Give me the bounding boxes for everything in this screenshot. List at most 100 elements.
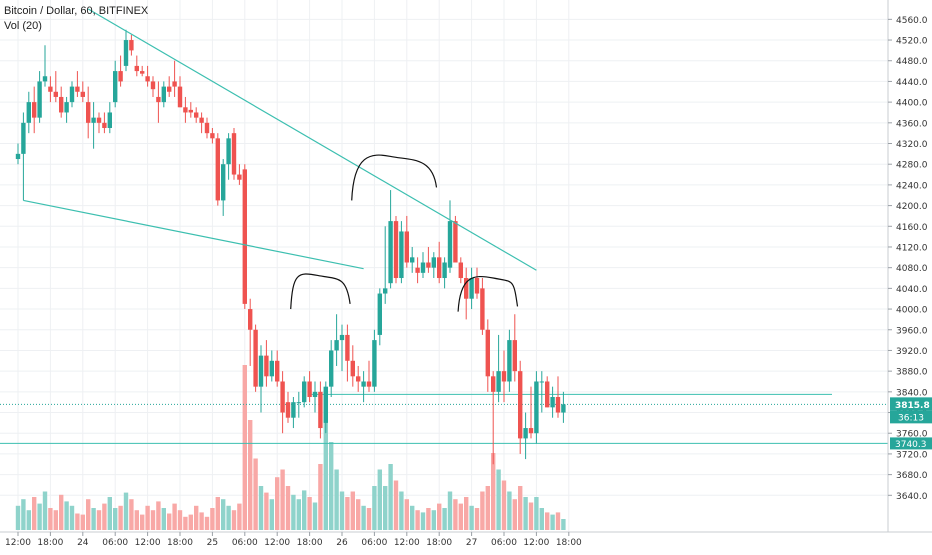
level-price-tag xyxy=(890,437,932,450)
candle xyxy=(172,60,177,97)
candle-body xyxy=(318,391,323,429)
price-tick-label: 3680.0 xyxy=(896,471,928,481)
candle xyxy=(15,143,21,165)
candle xyxy=(431,252,436,279)
volume-bar xyxy=(329,442,334,530)
candle xyxy=(42,45,48,87)
volume-bar xyxy=(102,503,107,530)
volume-bar xyxy=(404,499,409,530)
volume-bar xyxy=(37,503,42,530)
trendline-upper xyxy=(87,8,537,271)
candle-body xyxy=(26,102,31,123)
volume-bar xyxy=(393,480,399,530)
candle-body xyxy=(372,340,377,387)
candle xyxy=(442,257,447,289)
candle xyxy=(118,55,123,87)
legend: Bitcoin / Dollar, 60, BITFINEX Vol (20) xyxy=(4,4,148,34)
price-tick-label: 3880.0 xyxy=(896,368,928,378)
volume-indicator-label[interactable]: Vol (20) xyxy=(4,20,42,32)
volume-bar xyxy=(199,512,204,530)
candle xyxy=(167,76,172,97)
candle xyxy=(480,278,485,335)
candle xyxy=(329,340,334,398)
candle xyxy=(501,350,507,403)
volume-bar xyxy=(507,491,512,530)
candle-body xyxy=(172,81,177,87)
candle xyxy=(296,391,301,418)
candle xyxy=(210,127,215,144)
candle-body xyxy=(350,360,355,377)
volume-bar xyxy=(177,510,183,530)
candle xyxy=(275,350,280,387)
countdown-tag xyxy=(890,410,932,424)
candle-body xyxy=(107,112,112,128)
candle-body xyxy=(248,309,253,330)
time-axis-bg xyxy=(0,532,932,550)
volume-bar xyxy=(96,510,102,530)
volume-bar xyxy=(523,497,528,530)
volume-bar xyxy=(550,514,555,530)
volume-bar xyxy=(431,510,436,530)
symbol-title[interactable]: Bitcoin / Dollar, 60, BITFINEX xyxy=(4,5,149,17)
volume-bar xyxy=(258,486,264,530)
candle xyxy=(437,241,442,284)
volume-bar xyxy=(388,464,393,530)
candle-body xyxy=(264,355,269,377)
volume-bar xyxy=(312,502,318,530)
candle-body xyxy=(329,350,334,387)
candle-body xyxy=(48,86,53,92)
candle-body xyxy=(555,397,561,413)
time-axis[interactable]: 12:00 18:00 24 06:00 12:00 18:00 25 06:00 12:00 1… xyxy=(0,531,932,550)
candle-body xyxy=(156,96,161,103)
candle xyxy=(523,412,528,460)
time-tick-label: 18:00 xyxy=(37,538,63,548)
candle-body xyxy=(226,138,231,165)
candle-body xyxy=(377,293,382,335)
candle xyxy=(388,190,393,289)
volume-bar xyxy=(464,497,469,530)
candle-body xyxy=(64,102,69,113)
candle xyxy=(253,324,258,392)
candle xyxy=(420,252,426,279)
volume-bar xyxy=(480,491,485,530)
candle-body xyxy=(393,221,399,279)
candle-body xyxy=(334,340,339,351)
candle xyxy=(507,329,512,392)
candle xyxy=(410,246,415,273)
volume-bar xyxy=(226,505,231,530)
volume-bar xyxy=(410,505,415,530)
candle-body xyxy=(339,334,345,341)
candle xyxy=(518,360,523,454)
time-tick-label: 25 xyxy=(207,538,218,548)
candle-body xyxy=(302,381,307,403)
volume-bar xyxy=(528,502,534,530)
candle-body xyxy=(491,376,496,392)
candle xyxy=(312,381,318,413)
candle xyxy=(545,376,550,408)
volume-bar xyxy=(377,469,382,530)
candle-body xyxy=(366,381,372,387)
last-price-label: 3815.8 xyxy=(895,401,930,411)
candle-body xyxy=(550,397,555,408)
candle-body xyxy=(420,262,426,273)
candle-body xyxy=(485,329,490,377)
volume-bar xyxy=(275,477,280,530)
candle xyxy=(129,34,134,56)
price-tick-label: 3960.0 xyxy=(896,326,928,336)
candle-body xyxy=(231,133,237,175)
candle-body xyxy=(183,107,188,113)
volume-bar xyxy=(221,499,226,530)
candle xyxy=(496,334,501,403)
candle-body xyxy=(512,340,517,372)
candle-body xyxy=(134,65,139,72)
candle-body xyxy=(431,257,436,268)
candle xyxy=(404,215,409,268)
volume-bar xyxy=(474,508,480,530)
volume-bar xyxy=(485,486,490,530)
price-axis[interactable]: 4560.0 4520.0 4480.0 4440.0 4400.0 4360.0 4320… xyxy=(887,0,932,550)
head-arc-drawing xyxy=(290,273,351,310)
volume-bar xyxy=(491,453,496,530)
volume-bar xyxy=(447,491,453,530)
